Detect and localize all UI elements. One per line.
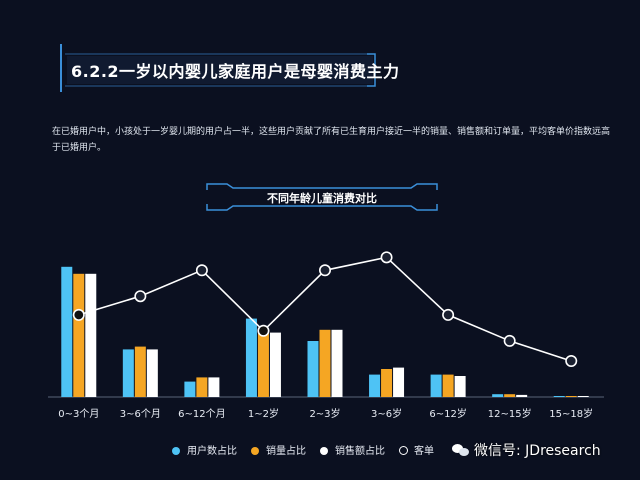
bar-3-9 [577,396,589,397]
line-point-4 [257,324,270,337]
bar-3-3 [208,377,220,397]
legend-label: 销售额占比 [335,446,385,457]
bar-2-8 [504,394,516,397]
x-tick-label: 15~18岁 [549,407,593,420]
x-tick-label: 6~12岁 [429,407,466,420]
bar-1-3 [184,381,196,397]
x-tick-label: 0~3个月 [58,408,99,420]
legend-label: 客单 [414,446,434,457]
chart-title-banner: 不同年龄儿童消费对比 [205,182,439,212]
line-point-1 [72,308,85,321]
watermark: 微信号: JDresearch [452,440,601,464]
bar-3-7 [454,376,466,397]
bar-1-7 [430,374,442,397]
watermark-text: 微信号: JDresearch [474,443,601,459]
chart-title-frame [206,183,438,211]
description-text: 在已婚用户中，小孩处于一岁婴儿期的用户占一半，这些用户贡献了所有已生育用户接近一… [52,127,611,153]
bar-3-4 [269,332,281,397]
chart-legend: 用户数占比 销量占比 销售额占比 客单 [172,442,448,457]
line-point-7 [442,308,455,321]
line-point-5 [318,264,331,277]
bar-2-6 [381,369,393,397]
bar-line-chart: 0~3个月 3~6个月 6~12个月 1~2岁 2~3岁 3~6岁 6~12岁 12~15岁 1… [48,251,604,420]
legend-label: 销量占比 [266,446,306,457]
legend-item-4: 客单 [399,442,434,457]
legend-marker [399,446,408,455]
x-tick-label: 6~12个月 [178,408,225,420]
legend-marker [320,447,328,455]
title-frame [60,44,376,92]
line-point-8 [503,334,516,347]
bar-1-9 [553,396,565,397]
bar-2-9 [565,396,577,397]
legend-label: 用户数占比 [187,446,237,457]
bar-1-1 [61,266,73,397]
bar-3-6 [393,367,405,397]
x-tick-label: 3~6个月 [120,408,161,420]
bar-2-1 [73,273,85,397]
bar-1-5 [307,341,319,397]
bar-2-3 [196,377,208,397]
legend-item-1: 用户数占比 [172,442,237,457]
legend-item-3: 销售额占比 [320,442,385,457]
line-point-3 [195,264,208,277]
wechat-icon [452,443,470,457]
section-title-banner [55,40,380,96]
legend-item-2: 销量占比 [251,442,306,457]
bar-1-2 [122,349,134,397]
bar-3-8 [516,394,528,397]
x-tick-label: 1~2岁 [248,407,279,420]
line-point-2 [134,290,147,303]
line-point-6 [380,251,393,264]
bar-3-5 [331,329,343,397]
x-tick-label: 2~3岁 [309,407,340,420]
bar-2-4 [257,329,269,397]
bar-3-2 [146,349,158,397]
bar-1-8 [492,394,504,397]
x-tick-label: 12~15岁 [488,407,532,420]
legend-marker [172,447,180,455]
bar-1-4 [245,318,257,397]
x-tick-label: 3~6岁 [371,407,402,420]
legend-marker [251,447,259,455]
chart-title: 不同年龄儿童消费对比 [267,192,377,205]
bar-2-5 [319,329,331,397]
section-title: 6.2.2一岁以内婴儿家庭用户是母婴消费主力 [71,62,400,81]
bar-1-6 [369,374,381,397]
line-point-9 [565,355,578,368]
bar-2-2 [134,346,146,397]
bar-3-1 [85,273,97,397]
bar-2-7 [442,374,454,397]
